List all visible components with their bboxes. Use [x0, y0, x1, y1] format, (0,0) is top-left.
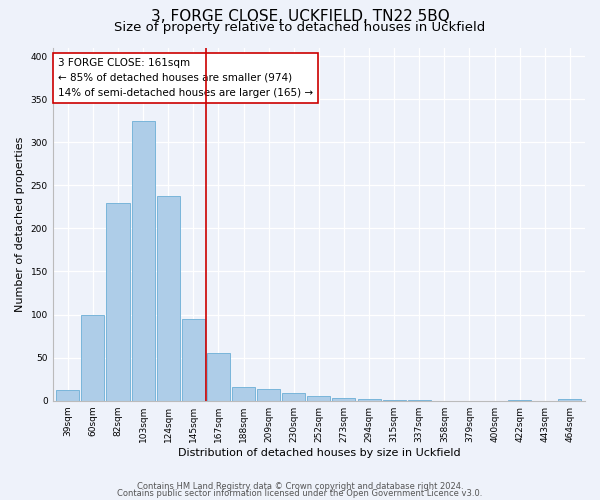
Bar — [157, 196, 180, 400]
Bar — [182, 319, 205, 400]
Bar — [358, 399, 380, 400]
Bar — [56, 390, 79, 400]
Text: Size of property relative to detached houses in Uckfield: Size of property relative to detached ho… — [115, 21, 485, 34]
Bar — [106, 202, 130, 400]
Bar — [232, 387, 255, 400]
Bar — [332, 398, 355, 400]
Bar — [257, 388, 280, 400]
Bar — [559, 399, 581, 400]
Text: Contains public sector information licensed under the Open Government Licence v3: Contains public sector information licen… — [118, 489, 482, 498]
Bar — [282, 393, 305, 400]
X-axis label: Distribution of detached houses by size in Uckfield: Distribution of detached houses by size … — [178, 448, 460, 458]
Y-axis label: Number of detached properties: Number of detached properties — [15, 136, 25, 312]
Bar — [207, 354, 230, 401]
Text: 3, FORGE CLOSE, UCKFIELD, TN22 5BQ: 3, FORGE CLOSE, UCKFIELD, TN22 5BQ — [151, 9, 449, 24]
Text: Contains HM Land Registry data © Crown copyright and database right 2024.: Contains HM Land Registry data © Crown c… — [137, 482, 463, 491]
Text: 3 FORGE CLOSE: 161sqm
← 85% of detached houses are smaller (974)
14% of semi-det: 3 FORGE CLOSE: 161sqm ← 85% of detached … — [58, 58, 313, 98]
Bar — [307, 396, 331, 400]
Bar — [131, 120, 155, 400]
Bar — [81, 314, 104, 400]
